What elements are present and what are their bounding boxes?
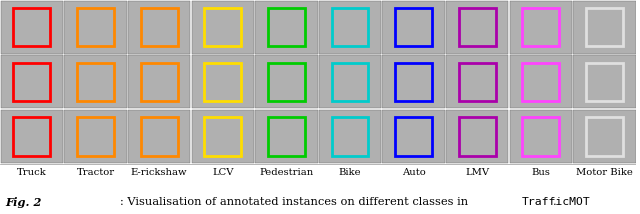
Text: LCV: LCV xyxy=(212,168,234,177)
Bar xyxy=(1,1,63,54)
Bar xyxy=(141,117,177,156)
Bar xyxy=(509,55,572,108)
Bar xyxy=(77,8,114,46)
Text: E-rickshaw: E-rickshaw xyxy=(131,168,188,177)
Text: Bus: Bus xyxy=(531,168,550,177)
Bar xyxy=(64,1,127,54)
Bar xyxy=(191,1,254,54)
Bar xyxy=(128,55,190,108)
Bar xyxy=(446,55,508,108)
Bar xyxy=(13,117,51,156)
Bar xyxy=(141,8,177,46)
Bar xyxy=(77,117,114,156)
Bar xyxy=(573,1,636,54)
Bar xyxy=(268,117,305,156)
Text: : Visualisation of annotated instances on different classes in: : Visualisation of annotated instances o… xyxy=(120,197,472,207)
Bar xyxy=(395,63,432,101)
Bar xyxy=(586,117,623,156)
Bar xyxy=(509,110,572,163)
Text: LMV: LMV xyxy=(465,168,490,177)
Bar xyxy=(446,1,508,54)
Bar xyxy=(268,63,305,101)
Bar xyxy=(383,55,445,108)
Bar xyxy=(255,1,317,54)
Bar xyxy=(586,8,623,46)
Bar xyxy=(255,55,317,108)
Bar xyxy=(459,63,496,101)
Bar xyxy=(191,55,254,108)
Text: Truck: Truck xyxy=(17,168,47,177)
Bar xyxy=(268,8,305,46)
Bar xyxy=(459,8,496,46)
Bar xyxy=(319,1,381,54)
Bar xyxy=(395,117,432,156)
Bar xyxy=(191,110,254,163)
Text: Fig. 2: Fig. 2 xyxy=(5,197,42,208)
Bar xyxy=(128,1,190,54)
Bar xyxy=(1,55,63,108)
Bar xyxy=(77,63,114,101)
Bar xyxy=(332,63,369,101)
Text: Auto: Auto xyxy=(402,168,426,177)
Bar xyxy=(522,117,559,156)
Bar xyxy=(319,110,381,163)
Bar xyxy=(141,63,177,101)
Text: TrafficMOT: TrafficMOT xyxy=(522,197,591,207)
Bar xyxy=(573,55,636,108)
Bar xyxy=(332,8,369,46)
Bar xyxy=(13,63,51,101)
Bar xyxy=(573,110,636,163)
Bar xyxy=(255,110,317,163)
Bar xyxy=(383,110,445,163)
Bar xyxy=(128,110,190,163)
Text: Pedestrian: Pedestrian xyxy=(259,168,314,177)
Bar xyxy=(459,117,496,156)
Bar xyxy=(522,8,559,46)
Bar xyxy=(64,110,127,163)
Bar xyxy=(383,1,445,54)
Bar xyxy=(509,1,572,54)
Bar xyxy=(13,8,51,46)
Text: Motor Bike: Motor Bike xyxy=(576,168,633,177)
Bar xyxy=(1,110,63,163)
Bar xyxy=(204,117,241,156)
Bar xyxy=(395,8,432,46)
Text: Tractor: Tractor xyxy=(76,168,115,177)
Text: .: . xyxy=(552,197,556,207)
Text: Bike: Bike xyxy=(339,168,362,177)
Bar xyxy=(446,110,508,163)
Bar xyxy=(204,63,241,101)
Bar xyxy=(319,55,381,108)
Bar xyxy=(204,8,241,46)
Bar xyxy=(332,117,369,156)
Bar xyxy=(522,63,559,101)
Bar xyxy=(586,63,623,101)
Bar xyxy=(64,55,127,108)
